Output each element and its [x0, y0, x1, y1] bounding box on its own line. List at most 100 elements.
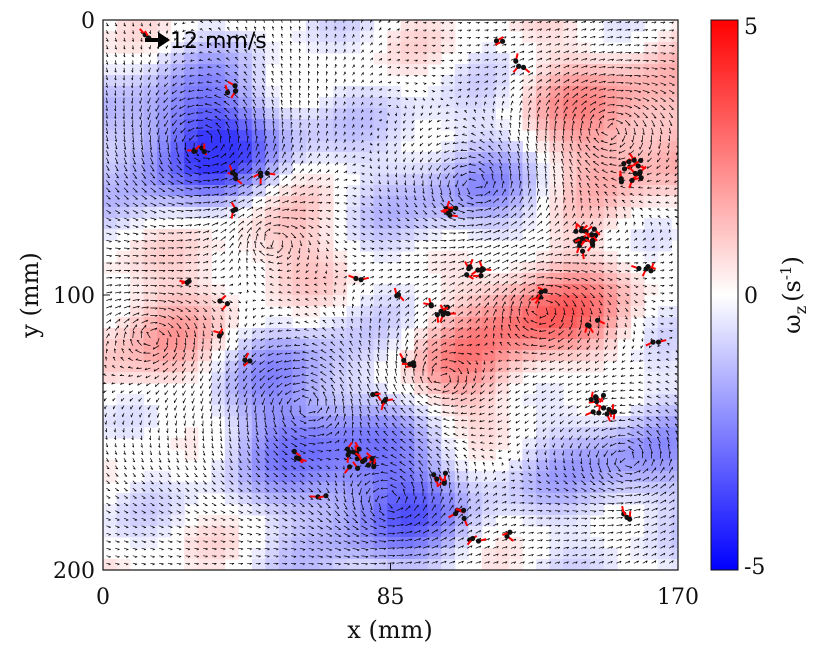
vorticity-cell: [617, 64, 632, 76]
vorticity-cell: [238, 42, 253, 54]
vorticity-cell: [454, 97, 469, 109]
vorticity-cell: [143, 119, 158, 131]
vorticity-cell: [360, 482, 375, 494]
vorticity-cell: [563, 53, 578, 65]
vorticity-cell: [441, 339, 456, 351]
vorticity-cell: [170, 97, 185, 109]
vorticity-cell: [522, 361, 537, 373]
vorticity-cell: [563, 75, 578, 87]
vorticity-cell: [535, 108, 551, 120]
vorticity-cell: [224, 548, 239, 560]
particle: [628, 167, 638, 177]
particle: [512, 63, 522, 73]
vorticity-cell: [170, 306, 185, 318]
particle-dot: [493, 38, 500, 44]
vorticity-cell: [319, 295, 334, 307]
vorticity-cell: [157, 306, 172, 318]
particle-dot: [441, 480, 447, 486]
particle-dot: [621, 166, 628, 172]
vorticity-cell: [116, 64, 131, 76]
vorticity-cell: [224, 537, 239, 549]
vorticity-cell: [278, 262, 294, 274]
vorticity-cell: [414, 482, 429, 494]
vorticity-cell: [590, 339, 605, 351]
vorticity-cell: [441, 328, 456, 340]
vorticity-cell: [184, 53, 199, 65]
vorticity-cell: [549, 427, 564, 439]
vorticity-cell: [441, 152, 456, 164]
vorticity-cell: [170, 361, 185, 373]
vorticity-cell: [644, 196, 659, 208]
vorticity-cell: [454, 174, 469, 186]
vorticity-cell: [644, 229, 659, 241]
vorticity-cell: [657, 163, 672, 175]
vorticity-cell: [535, 262, 551, 274]
vorticity-cell: [387, 229, 402, 241]
vorticity-cell: [414, 31, 429, 43]
vorticity-cell: [278, 482, 294, 494]
vorticity-cell: [590, 559, 605, 570]
vorticity-cell: [333, 361, 348, 373]
vorticity-cell: [549, 328, 564, 340]
vorticity-cell: [103, 262, 118, 274]
vorticity-cell: [454, 262, 469, 274]
vorticity-cell: [508, 537, 524, 549]
vorticity-cell: [197, 251, 212, 263]
particle: [513, 53, 519, 64]
vorticity-cell: [400, 196, 415, 208]
vorticity-cell: [603, 196, 618, 208]
vorticity-cell: [305, 284, 321, 296]
vorticity-cell: [373, 152, 388, 164]
vorticity-cell: [251, 559, 266, 570]
particle: [434, 476, 440, 488]
vorticity-cell: [143, 471, 158, 483]
vorticity-cell: [454, 350, 469, 362]
vorticity-cell: [563, 196, 578, 208]
vorticity-cell: [495, 493, 510, 505]
vorticity-cell: [563, 141, 578, 153]
vorticity-cell: [143, 207, 158, 219]
vorticity-cell: [563, 218, 578, 230]
vorticity-cell: [468, 75, 483, 87]
colorbar-label-exponent: -1: [777, 266, 795, 281]
vorticity-cell: [441, 284, 456, 296]
vorticity-cell: [549, 141, 564, 153]
particle: [537, 286, 548, 294]
vorticity-cell: [197, 339, 212, 351]
vorticity-cell: [671, 361, 678, 373]
x-axis-ticks: 0 85 170: [96, 563, 699, 610]
particle-dot: [499, 38, 506, 44]
vorticity-cell: [238, 86, 253, 98]
vorticity-cell: [319, 218, 334, 230]
vorticity-cell: [427, 515, 442, 527]
vorticity-cell: [549, 449, 564, 461]
vorticity-cell: [508, 174, 524, 186]
vorticity-cell: [360, 130, 375, 142]
vorticity-cell: [657, 460, 672, 472]
particle: [627, 511, 633, 522]
particle: [401, 361, 413, 367]
particle-dot: [621, 161, 627, 167]
vorticity-cell: [617, 482, 632, 494]
vorticity-cell: [563, 306, 578, 318]
vorticity-cell: [360, 548, 375, 560]
vorticity-cell: [549, 416, 564, 428]
vorticity-cell: [143, 229, 158, 241]
particle-dot: [632, 170, 638, 177]
vorticity-cell: [319, 42, 334, 54]
vorticity-cell: [400, 119, 415, 131]
vorticity-cell: [617, 119, 632, 131]
vorticity-cell: [630, 438, 645, 450]
vorticity-cell: [535, 86, 551, 98]
vorticity-cell: [454, 273, 469, 285]
particle: [447, 205, 459, 211]
vorticity-cell: [400, 174, 415, 186]
vorticity-cell: [671, 174, 678, 186]
vorticity-cell: [116, 119, 131, 131]
vorticity-cell: [278, 185, 294, 197]
vorticity-cell: [224, 438, 239, 450]
vorticity-cell: [563, 130, 578, 142]
vorticity-cell: [414, 218, 429, 230]
vorticity-cell: [184, 361, 199, 373]
vorticity-cell: [590, 548, 605, 560]
